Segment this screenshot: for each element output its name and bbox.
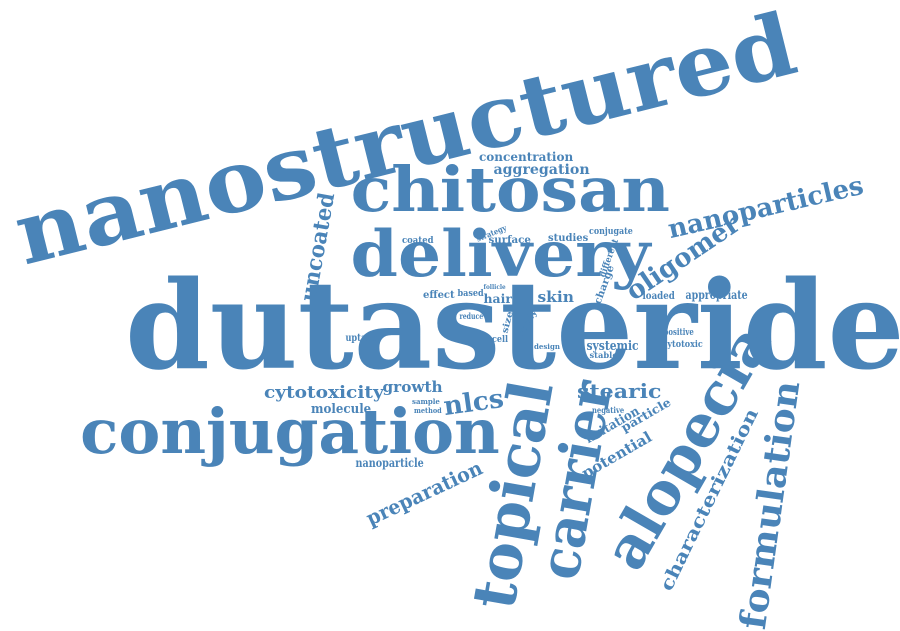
word-positive: positive bbox=[663, 327, 694, 338]
word-delivery: delivery bbox=[350, 217, 650, 292]
word-follicle: follicle bbox=[482, 284, 506, 291]
word-stearic: stearic bbox=[576, 379, 661, 403]
word-coated: coated bbox=[401, 235, 434, 246]
word-sample: sample bbox=[412, 396, 440, 406]
word-growth: growth bbox=[381, 377, 443, 396]
word-uptake: uptake bbox=[344, 333, 377, 344]
word-molecule: molecule bbox=[311, 401, 372, 417]
word-based: based bbox=[457, 288, 484, 299]
word-cytotoxic: cytotoxic bbox=[662, 339, 703, 350]
word-hair: hair bbox=[482, 292, 512, 306]
word-conjugate: conjugate bbox=[588, 226, 633, 237]
word-systemic: systemic bbox=[586, 338, 639, 354]
word-dutasteride: dutasteride bbox=[125, 253, 900, 397]
word-method: method bbox=[413, 405, 442, 415]
word-cell: cell bbox=[492, 334, 509, 345]
word-cytotoxicity: cytotoxicity bbox=[264, 382, 384, 403]
word-concentration: concentration bbox=[479, 150, 574, 164]
word-studies: studies bbox=[548, 233, 589, 244]
word-chitosan: chitosan bbox=[350, 153, 670, 226]
word-skin: skin bbox=[536, 287, 574, 306]
word-negative: negative bbox=[592, 405, 625, 415]
word-effect: effect bbox=[423, 290, 455, 301]
word-aggregation: aggregation bbox=[492, 162, 590, 178]
word-reduce: reduce bbox=[458, 311, 483, 321]
word-loaded: loaded bbox=[642, 291, 675, 302]
word-stable: stable bbox=[588, 350, 618, 360]
word-conjugation: conjugation bbox=[80, 395, 500, 468]
word-design: design bbox=[534, 341, 560, 351]
word-nanoparticle: nanoparticle bbox=[355, 456, 424, 470]
word-appropriate: appropriate bbox=[685, 288, 748, 302]
word-nlcs: nlcs bbox=[441, 383, 506, 423]
word-surface: surface bbox=[488, 235, 531, 246]
